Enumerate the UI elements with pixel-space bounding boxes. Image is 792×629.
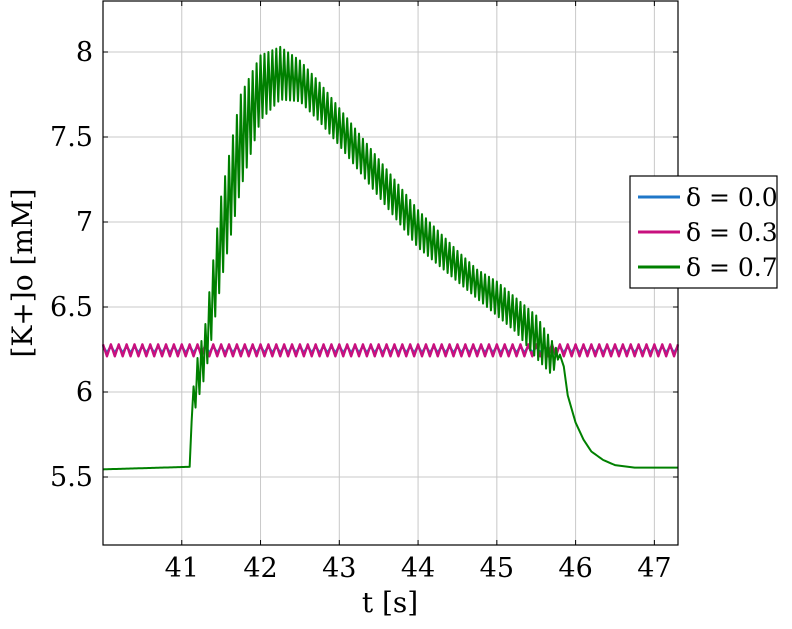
legend-label-delta-0-7: δ = 0.7 bbox=[686, 253, 778, 282]
y-tick-label: 8 bbox=[76, 37, 93, 68]
x-axis-label: t [s] bbox=[362, 586, 418, 619]
x-tick-label: 47 bbox=[637, 553, 671, 584]
series-area bbox=[101, 45, 680, 471]
legend-label-delta-0-3: δ = 0.3 bbox=[686, 218, 778, 247]
legend: δ = 0.0 δ = 0.3 δ = 0.7 bbox=[629, 175, 778, 289]
y-tick-label: 7.5 bbox=[50, 122, 93, 153]
y-tick-label: 6 bbox=[76, 377, 93, 408]
x-tick-label: 43 bbox=[322, 553, 356, 584]
x-tick-label: 44 bbox=[401, 553, 435, 584]
x-tick-label: 45 bbox=[480, 553, 514, 584]
y-tick-label: 6.5 bbox=[50, 292, 93, 323]
axis-ticks: 41 42 43 44 45 46 47 5.5 6 6.5 7 7.5 8 bbox=[50, 1, 678, 584]
series-line-1 bbox=[101, 343, 680, 358]
legend-label-delta-0-0: δ = 0.0 bbox=[686, 183, 778, 212]
series-line-2 bbox=[102, 45, 678, 471]
x-tick-label: 41 bbox=[165, 553, 199, 584]
y-axis-label: [K+]o [mM] bbox=[6, 188, 39, 357]
x-tick-label: 46 bbox=[558, 553, 592, 584]
y-tick-label: 7 bbox=[76, 207, 93, 238]
y-tick-label: 5.5 bbox=[50, 462, 93, 493]
grid bbox=[103, 1, 678, 545]
x-tick-label: 42 bbox=[243, 553, 277, 584]
